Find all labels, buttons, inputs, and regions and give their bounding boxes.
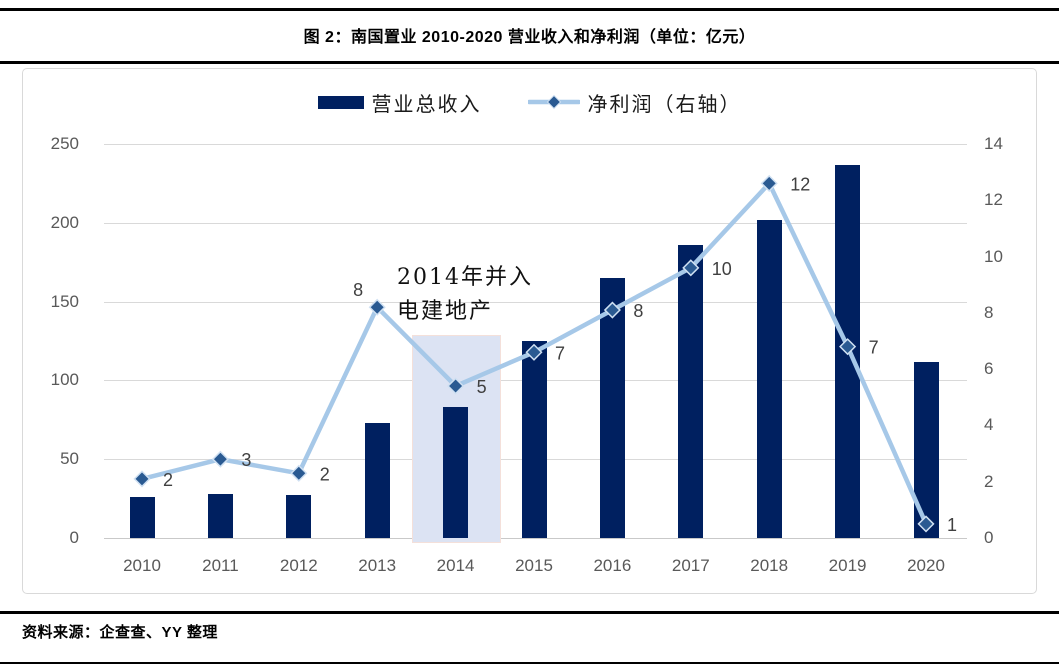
legend-item-netprofit: 净利润（右轴） bbox=[527, 88, 742, 117]
right-axis-tick-4: 4 bbox=[984, 415, 994, 435]
right-axis-tick-2: 2 bbox=[984, 471, 994, 491]
left-axis-tick-150: 150 bbox=[50, 291, 79, 311]
legend-label-revenue: 营业总收入 bbox=[371, 91, 482, 116]
legend-item-revenue: 营业总收入 bbox=[317, 88, 482, 117]
netprofit-marker-2012 bbox=[290, 464, 308, 482]
netprofit-label-2012: 2 bbox=[320, 464, 330, 484]
netprofit-label-2019: 7 bbox=[869, 338, 879, 358]
right-axis-tick-6: 6 bbox=[984, 359, 994, 379]
bar-2020 bbox=[913, 361, 939, 538]
top-rule bbox=[0, 8, 1059, 11]
bar-2010 bbox=[129, 497, 155, 538]
netprofit-label-2013: 8 bbox=[353, 280, 363, 300]
netprofit-label-2011: 3 bbox=[241, 450, 251, 470]
bottom-rule bbox=[0, 662, 1059, 664]
bar-2017 bbox=[678, 244, 704, 538]
gridline-0 bbox=[104, 538, 967, 539]
legend-label-netprofit: 净利润（右轴） bbox=[587, 91, 742, 116]
netprofit-label-2015: 7 bbox=[555, 343, 565, 363]
title-bottom-rule bbox=[0, 61, 1059, 64]
bar-swatch-icon bbox=[317, 95, 364, 109]
right-axis-tick-14: 14 bbox=[984, 134, 1003, 153]
left-axis-tick-50: 50 bbox=[60, 449, 79, 469]
left-axis-tick-250: 250 bbox=[50, 134, 79, 153]
netprofit-marker-2010 bbox=[133, 470, 151, 488]
x-axis-label-2012: 2012 bbox=[279, 556, 318, 575]
left-axis-tick-100: 100 bbox=[50, 370, 79, 390]
netprofit-label-2010: 2 bbox=[163, 470, 173, 490]
left-axis-tick-0: 0 bbox=[69, 528, 79, 547]
line-diamond-swatch-icon bbox=[527, 94, 580, 110]
bar-2011 bbox=[207, 493, 233, 538]
gridline-250 bbox=[104, 144, 967, 145]
bar-2012 bbox=[286, 495, 312, 538]
source-note: 资料来源：企查查、YY 整理 bbox=[22, 624, 218, 641]
annotation-line: 电建地产 bbox=[397, 299, 494, 324]
bar-2015 bbox=[521, 341, 547, 538]
bar-2013 bbox=[364, 423, 390, 538]
chart-legend: 营业总收入 净利润（右轴） bbox=[23, 88, 1036, 117]
right-axis-tick-0: 0 bbox=[984, 528, 994, 547]
x-axis-label-2020: 2020 bbox=[907, 556, 945, 575]
x-axis-label-2018: 2018 bbox=[750, 556, 789, 575]
x-axis-label-2015: 2015 bbox=[515, 556, 553, 575]
right-axis-tick-8: 8 bbox=[984, 302, 994, 322]
annotation-2014-merger: 2014年并入 电建地产 bbox=[397, 261, 533, 329]
x-axis-label-2014: 2014 bbox=[436, 556, 475, 575]
x-axis-label-2019: 2019 bbox=[828, 556, 867, 575]
chart-frame: 营业总收入 净利润（右轴） 0 50 100 150 200 250 0 2 4 6 8 10 12 14… bbox=[22, 68, 1037, 594]
bar-2018 bbox=[756, 219, 782, 538]
annotation-line: 2014年并入 bbox=[397, 265, 533, 290]
x-axis-label-2011: 2011 bbox=[202, 556, 239, 575]
right-axis-tick-10: 10 bbox=[984, 246, 1003, 266]
netprofit-label-2020: 1 bbox=[947, 515, 957, 535]
x-axis-label-2010: 2010 bbox=[123, 556, 161, 575]
x-axis-label-2017: 2017 bbox=[671, 556, 710, 575]
x-axis-label-2013: 2013 bbox=[358, 556, 397, 575]
netprofit-label-2016: 8 bbox=[633, 301, 643, 321]
netprofit-label-2017: 10 bbox=[712, 259, 732, 279]
bar-2019 bbox=[835, 164, 861, 538]
left-axis-tick-200: 200 bbox=[50, 212, 79, 232]
footer-top-rule bbox=[0, 611, 1059, 614]
plot-area: 0 50 100 150 200 250 0 2 4 6 8 10 12 14 2010 2011 2012 20… bbox=[23, 69, 1036, 593]
right-axis-tick-12: 12 bbox=[984, 190, 1003, 210]
x-axis-label-2016: 2016 bbox=[593, 556, 632, 575]
bar-2014 bbox=[443, 407, 469, 538]
netprofit-label-2018: 12 bbox=[790, 174, 810, 194]
netprofit-marker-2018 bbox=[760, 174, 778, 192]
figure-title: 图 2：南国置业 2010-2020 营业收入和净利润（单位：亿元） bbox=[303, 29, 756, 46]
bar-2016 bbox=[599, 278, 625, 538]
